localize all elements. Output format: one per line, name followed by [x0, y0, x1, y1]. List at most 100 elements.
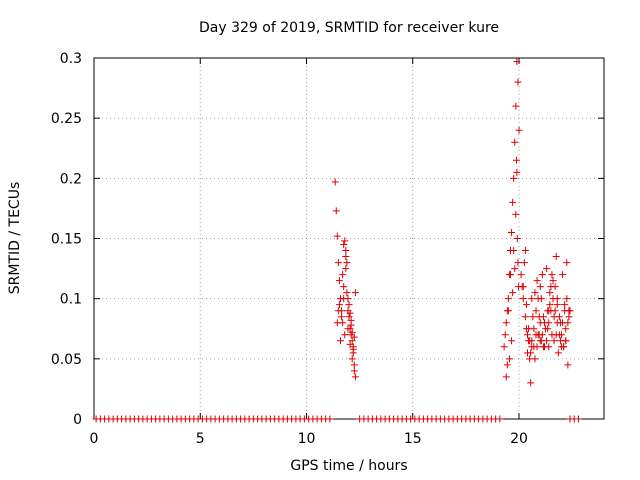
data-point: [524, 331, 531, 339]
data-point: [349, 349, 357, 357]
data-point: [520, 259, 528, 267]
data-point: [543, 265, 551, 273]
data-point: [342, 247, 350, 255]
data-point: [528, 337, 536, 345]
data-point: [348, 355, 356, 363]
data-point: [549, 277, 557, 285]
x-tick-label-0: 0: [90, 431, 99, 447]
data-point: [517, 271, 525, 279]
data-point: [555, 331, 563, 339]
y-tick-label-0.25: 0.25: [51, 111, 82, 127]
data-point: [554, 349, 562, 357]
data-point: [541, 319, 548, 327]
data-point: [347, 321, 355, 329]
data-point: [348, 328, 356, 336]
data-point: [339, 271, 347, 279]
y-axis-title: SRMTID / TECUs: [7, 182, 23, 295]
data-point: [351, 373, 359, 381]
data-point: [563, 295, 571, 303]
data-point: [536, 337, 544, 345]
data-point: [333, 232, 341, 240]
data-point: [558, 343, 565, 351]
chart-title: Day 329 of 2019, SRMTID for receiver kur…: [199, 20, 499, 36]
data-point: [512, 156, 520, 164]
data-point: [496, 415, 504, 423]
data-point: [521, 313, 529, 321]
data-point: [335, 301, 343, 309]
data-point: [513, 58, 521, 66]
data-point: [508, 228, 516, 236]
y-tick-label-0.05: 0.05: [51, 352, 82, 368]
data-point: [561, 307, 569, 315]
data-point: [512, 210, 520, 218]
data-point: [335, 277, 343, 285]
data-point: [344, 325, 352, 333]
data-point: [332, 207, 340, 215]
y-tick-label-0.1: 0.1: [60, 292, 82, 308]
x-tick-label-20: 20: [510, 431, 528, 447]
data-point: [535, 313, 543, 321]
data-point: [509, 198, 517, 206]
x-tick-label-15: 15: [404, 431, 422, 447]
data-point: [533, 277, 541, 285]
ticks: [93, 57, 604, 420]
data-point: [511, 265, 519, 273]
data-point: [350, 333, 358, 341]
data-point: [548, 331, 556, 339]
data-point: [564, 361, 572, 369]
data-point: [342, 265, 350, 273]
data-point: [547, 283, 555, 291]
data-point: [514, 78, 522, 86]
data-point: [333, 319, 341, 327]
data-point: [502, 319, 510, 327]
data-point: [350, 367, 358, 375]
data-point: [545, 343, 553, 351]
x-tick-label-10: 10: [298, 431, 316, 447]
data-point: [507, 271, 514, 279]
y-tick-label-0.3: 0.3: [60, 51, 82, 67]
data-point: [513, 168, 521, 176]
grid: [94, 58, 604, 419]
data-point: [509, 289, 517, 297]
y-tick-label-0.15: 0.15: [51, 232, 82, 248]
data-point: [500, 343, 508, 351]
data-point: [331, 178, 339, 186]
data-point: [343, 289, 351, 297]
data-point: [338, 313, 346, 321]
data-point: [546, 289, 554, 297]
data-point: [544, 325, 552, 333]
data-point: [537, 295, 545, 303]
data-point: [532, 307, 540, 315]
data-point: [527, 379, 535, 387]
data-point: [337, 337, 344, 345]
data-point: [334, 259, 342, 267]
data-point: [531, 355, 539, 363]
data-point: [546, 301, 554, 309]
data-point: [345, 301, 353, 309]
data-point: [532, 331, 540, 339]
data-point: [531, 289, 539, 297]
data-point: [508, 337, 516, 345]
data-point: [502, 373, 510, 381]
data-point: [510, 247, 518, 255]
data-point: [556, 319, 564, 327]
data-point: [519, 283, 527, 291]
data-point: [341, 331, 349, 339]
data-point: [533, 343, 541, 351]
data-point: [559, 271, 567, 279]
data-point: [505, 355, 513, 363]
data-point: [348, 337, 356, 345]
data-point: [345, 313, 353, 321]
data-point: [562, 325, 570, 333]
data-point: [529, 313, 537, 321]
data-point: [528, 295, 536, 303]
data-point: [515, 126, 523, 134]
data-point: [514, 259, 522, 267]
data-point: [334, 307, 342, 315]
data-point: [503, 361, 511, 369]
data-point: [519, 295, 527, 303]
data-point: [522, 325, 530, 333]
data-point: [548, 271, 556, 279]
data-point: [553, 301, 561, 309]
